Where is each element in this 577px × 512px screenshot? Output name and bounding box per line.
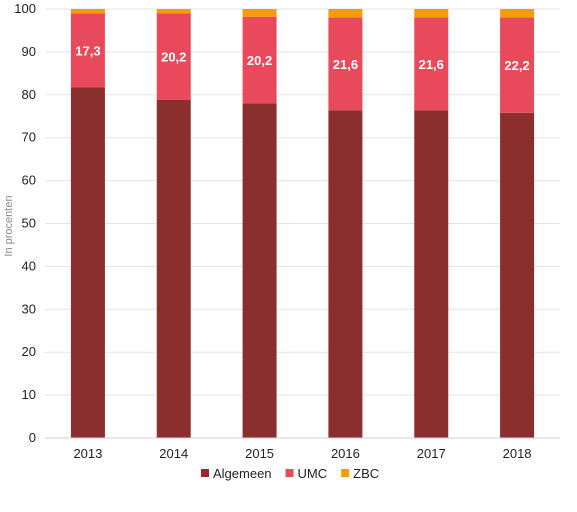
y-tick-label: 0 <box>29 430 36 445</box>
y-tick-label: 50 <box>22 216 36 231</box>
legend: Algemeen UMC ZBC <box>201 466 379 481</box>
x-tick-label: 2015 <box>245 446 274 461</box>
bar-zbc-2016 <box>328 9 363 18</box>
data-labels: 17,3 20,2 20,2 21,6 21,6 22,2 <box>75 43 529 73</box>
y-axis-label: In procenten <box>3 195 15 256</box>
bar-algemeen-2015 <box>242 103 277 438</box>
y-tick-label: 30 <box>22 301 36 316</box>
bar-algemeen-2018 <box>500 112 535 439</box>
bar-zbc-2017 <box>414 9 449 18</box>
data-label-2016: 21,6 <box>333 57 358 72</box>
bar-umc-2017 <box>414 17 449 111</box>
bar-zbc-2015 <box>242 9 277 17</box>
y-axis-ticks: 0 10 20 30 40 50 60 70 80 90 100 <box>14 1 36 445</box>
bar-umc-2014 <box>156 13 191 100</box>
data-label-2015: 20,2 <box>247 53 272 68</box>
x-axis-ticks: 2013 2014 2015 2016 2017 2018 <box>73 446 531 461</box>
y-tick-label: 10 <box>22 387 36 402</box>
bar-umc-2013 <box>70 13 105 88</box>
x-tick-label: 2014 <box>159 446 188 461</box>
bar-umc-2015 <box>242 16 277 104</box>
y-tick-label: 90 <box>22 44 36 59</box>
data-label-2017: 21,6 <box>419 57 444 72</box>
x-tick-label: 2013 <box>73 446 102 461</box>
bar-algemeen-2013 <box>70 87 105 439</box>
bar-umc-2018 <box>500 17 535 113</box>
y-tick-label: 80 <box>22 87 36 102</box>
legend-label-algemeen: Algemeen <box>213 466 272 481</box>
bar-zbc-2018 <box>500 9 535 18</box>
legend-label-zbc: ZBC <box>353 466 379 481</box>
y-tick-label: 70 <box>22 130 36 145</box>
bar-algemeen-2017 <box>414 110 449 438</box>
data-label-2013: 17,3 <box>75 43 100 58</box>
gridlines <box>45 8 560 396</box>
bar-zbc-2013 <box>70 9 105 14</box>
bar-algemeen-2014 <box>156 99 191 438</box>
legend-swatch-algemeen <box>201 469 209 477</box>
y-tick-label: 100 <box>14 1 36 16</box>
data-label-2018: 22,2 <box>504 58 529 73</box>
x-tick-label: 2018 <box>503 446 532 461</box>
legend-swatch-zbc <box>341 469 350 477</box>
bar-umc-2016 <box>328 17 363 111</box>
x-tick-label: 2017 <box>417 446 446 461</box>
bar-zbc-2014 <box>156 9 191 14</box>
y-tick-label: 60 <box>22 173 36 188</box>
legend-swatch-umc <box>285 469 294 477</box>
y-tick-label: 20 <box>22 344 36 359</box>
data-label-2014: 20,2 <box>161 50 186 65</box>
legend-label-umc: UMC <box>298 466 328 481</box>
bar-algemeen-2016 <box>328 110 363 438</box>
bars <box>70 9 535 439</box>
y-tick-label: 40 <box>22 258 36 273</box>
x-tick-label: 2016 <box>331 446 360 461</box>
